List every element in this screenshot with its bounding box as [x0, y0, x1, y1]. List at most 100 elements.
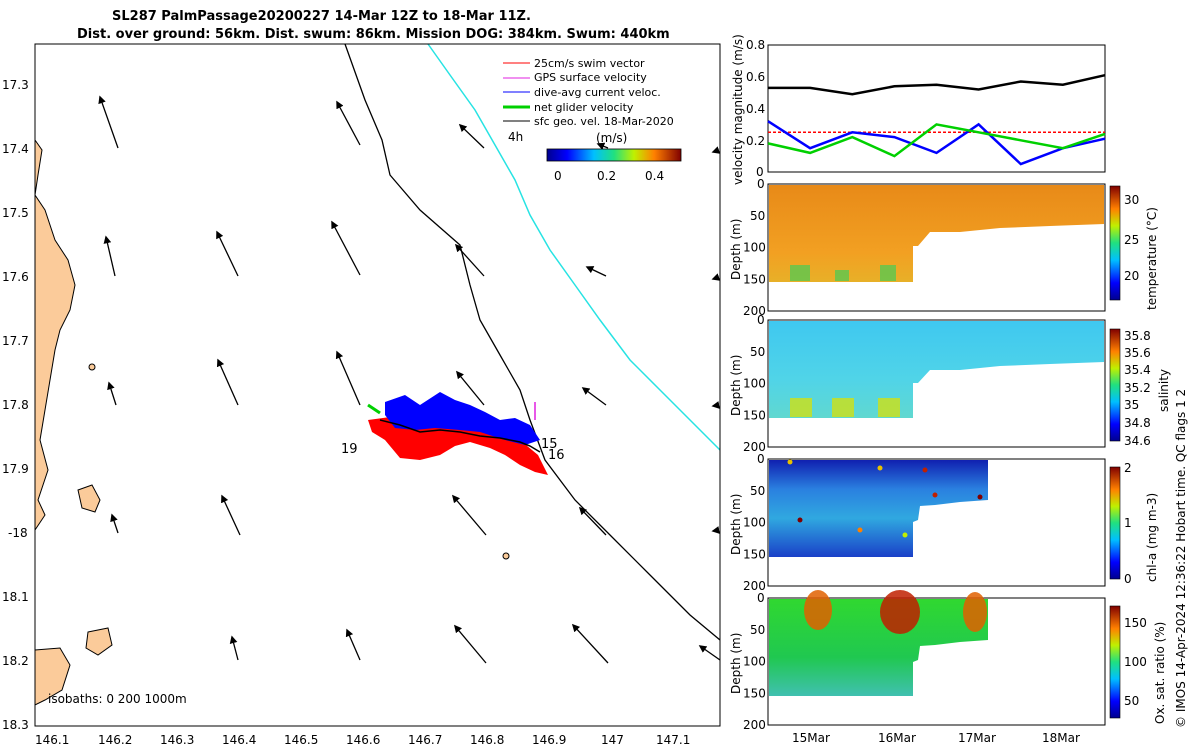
- temp-cb-tick: 20: [1124, 269, 1139, 283]
- chla-point: [922, 467, 928, 473]
- chart-title-line1: SL287 PalmPassage20200227 14-Mar 12Z to …: [112, 9, 531, 24]
- isobaths-label: isobaths: 0 200 1000m: [48, 692, 187, 706]
- map-ytick: 17.9: [2, 462, 29, 476]
- velocity-panel: 0.8 0.6 0.4 0.2 0 velocity magnitude (m/…: [731, 34, 1106, 185]
- map-xtick: 147: [601, 733, 624, 747]
- depth-tick: 150: [743, 547, 766, 561]
- chla-cb-tick: 1: [1124, 516, 1132, 530]
- oxygen-panel: 150 100 50 Ox. sat. ratio (%) 15Mar 16Ma…: [767, 590, 1167, 745]
- velocity-series: [767, 73, 1106, 166]
- vel-ytick: 0.8: [746, 38, 765, 52]
- sal-cb-tick: 35.2: [1124, 381, 1151, 395]
- map-ytick: 18.2: [2, 654, 29, 668]
- day-label-16: 16: [548, 448, 565, 463]
- ox-cb-tick: 50: [1124, 694, 1139, 708]
- map-yaxis: 17.3 17.4 17.5 17.6 17.7 17.8 17.9 -18 1…: [2, 78, 29, 732]
- island-1: [77, 484, 101, 513]
- map-xtick: 146.3: [160, 733, 194, 747]
- depth-tick: 50: [750, 345, 765, 359]
- oxygen-high-patch: [804, 590, 832, 630]
- map-xtick: 146.5: [284, 733, 318, 747]
- depth-tick: 0: [757, 591, 765, 605]
- oxygen-colorbar-label: Ox. sat. ratio (%): [1153, 622, 1167, 724]
- map-xaxis: 146.1 146.2 146.3 146.4 146.5 146.6 146.…: [35, 733, 690, 747]
- velocity-series-line: [767, 120, 1106, 166]
- island-4: [88, 363, 96, 371]
- island-2: [85, 627, 113, 656]
- chla-point: [797, 517, 803, 523]
- depth-tick: 0: [757, 452, 765, 466]
- temperature-panel: 30 25 20 temperature (°C): [767, 183, 1159, 312]
- sal-cb-tick: 34.8: [1124, 416, 1151, 430]
- salinity-panel: 35.8 35.6 35.4 35.2 35 34.8 34.6 salinit…: [767, 319, 1171, 448]
- depth-tick: 150: [743, 686, 766, 700]
- chla-point: [857, 527, 863, 533]
- depth-tick: 100: [743, 655, 766, 669]
- map-frame: [34, 43, 721, 727]
- current-vectors-fan: [385, 392, 540, 445]
- colorbar-tick-0.4: 0.4: [645, 169, 664, 183]
- depth-tick: 150: [743, 272, 766, 286]
- map-xtick: 146.4: [222, 733, 256, 747]
- sal-cb-tick: 35: [1124, 398, 1139, 412]
- map-legend: 25cm/s swim vector GPS surface velocity …: [503, 57, 682, 183]
- sal-cb-tick: 35.8: [1124, 329, 1151, 343]
- temperature-colorbar: [1109, 185, 1121, 301]
- map-colorbar: [546, 148, 682, 162]
- chla-point: [932, 492, 938, 498]
- depth-tick: 200: [743, 718, 766, 732]
- depth-axes: 0 50 100 150 200 Depth (m) 0 50 100 150 200 Depth (…: [729, 177, 766, 732]
- vel-ytick: 0.2: [746, 134, 765, 148]
- velocity-series-line: [767, 123, 1106, 158]
- map-xtick: 146.1: [35, 733, 69, 747]
- vel-ytick: 0.4: [746, 102, 765, 116]
- temperature-colorbar-label: temperature (°C): [1145, 207, 1159, 310]
- depth-tick: 200: [743, 579, 766, 593]
- map-panel: 19 15 16 25cm/s swim vector GPS surface …: [2, 43, 721, 747]
- chla-colorbar-label: chl-a (mg m-3): [1145, 493, 1159, 582]
- legend-gps: GPS surface velocity: [534, 71, 647, 84]
- map-xtick: 147.1: [656, 733, 690, 747]
- geo-velocity-arrows: [98, 95, 721, 664]
- depth-tick: 100: [743, 377, 766, 391]
- net-glider-velocity-arrow: [367, 403, 381, 415]
- map-ytick: 17.6: [2, 270, 29, 284]
- chla-cb-tick: 2: [1124, 461, 1132, 475]
- map-ytick: 17.3: [2, 78, 29, 92]
- salinity-colorbar-label: salinity: [1157, 369, 1171, 412]
- time-scale-label: 4h: [508, 130, 523, 144]
- legend-glider: net glider velocity: [534, 101, 634, 114]
- map-xtick: 146.7: [408, 733, 442, 747]
- map-xtick: 146.2: [98, 733, 132, 747]
- chla-point: [977, 494, 983, 500]
- date-tick: 17Mar: [958, 731, 996, 745]
- isobath-200m: [344, 43, 721, 641]
- sal-cb-tick: 35.6: [1124, 346, 1151, 360]
- salinity-colorbar: [1109, 328, 1121, 442]
- velocity-ylabel: velocity magnitude (m/s): [731, 34, 745, 185]
- chla-colorbar: [1109, 466, 1121, 580]
- ox-cb-tick: 100: [1124, 655, 1147, 669]
- map-ytick: 17.7: [2, 334, 29, 348]
- coastline-land: [34, 44, 76, 532]
- vel-ytick: 0.6: [746, 70, 765, 84]
- temperature-field: [769, 185, 1104, 282]
- chla-panel: 2 1 0 chl-a (mg m-3): [767, 458, 1159, 587]
- map-ytick: 18.1: [2, 590, 29, 604]
- depth-tick: 50: [750, 484, 765, 498]
- day-label-19: 19: [341, 442, 358, 457]
- depth-tick: 50: [750, 209, 765, 223]
- colorbar-title: (m/s): [596, 131, 627, 145]
- sal-cb-tick: 35.4: [1124, 363, 1151, 377]
- oxygen-colorbar: [1109, 605, 1121, 719]
- depth-ylabel: Depth (m): [729, 494, 743, 555]
- map-ytick: 17.5: [2, 206, 29, 220]
- glider-track: [379, 419, 541, 453]
- ox-cb-tick: 150: [1124, 616, 1147, 630]
- depth-tick: 200: [743, 304, 766, 318]
- map-background: [35, 44, 720, 726]
- sal-cb-tick: 34.6: [1124, 434, 1151, 448]
- vel-ytick: 0: [756, 165, 764, 179]
- legend-current: dive-avg current veloc.: [534, 86, 661, 99]
- chla-point: [902, 532, 908, 538]
